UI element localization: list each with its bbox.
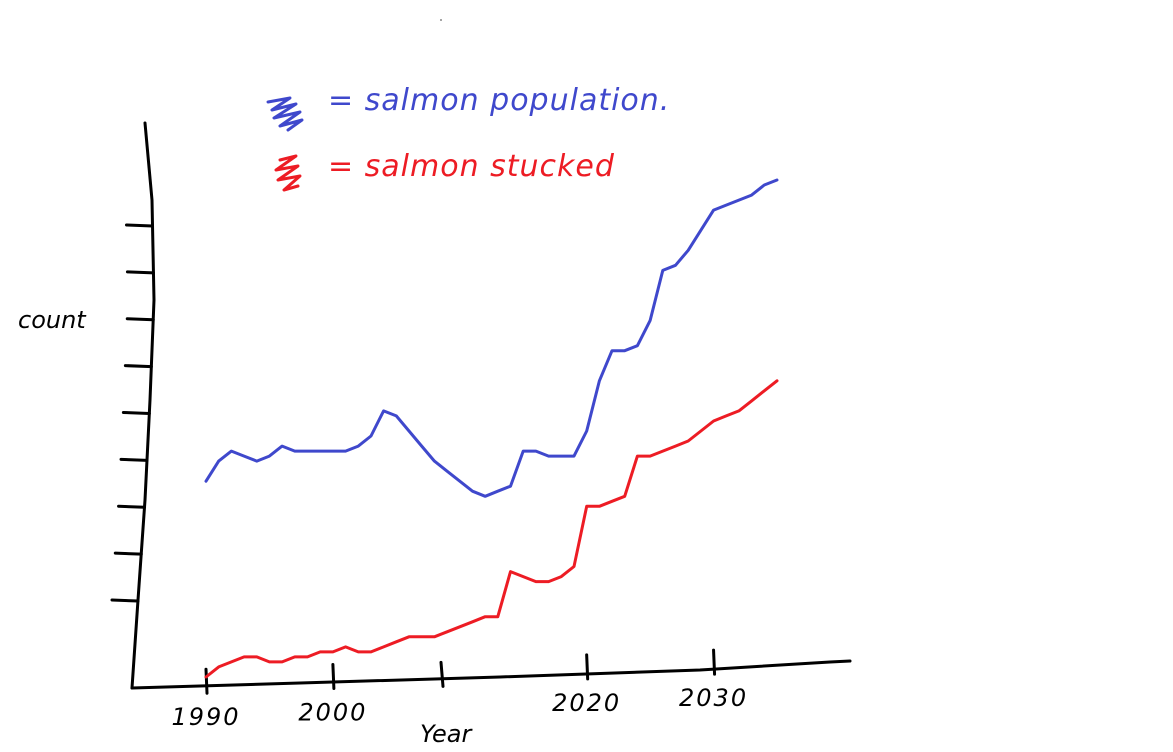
y-axis xyxy=(130,121,156,690)
x-tick-1990 xyxy=(204,667,209,695)
y-tick-3 xyxy=(125,317,155,322)
legend-swatch-population xyxy=(266,96,304,132)
legend-swatch-stocked xyxy=(274,154,302,192)
stray-dot xyxy=(440,19,442,21)
x-tick-2000 xyxy=(331,662,336,690)
series-group xyxy=(204,178,779,679)
y-tick-6 xyxy=(119,457,149,462)
x-tick-unlabeled xyxy=(439,660,445,688)
x-tick-2030 xyxy=(712,648,717,676)
x-tick-label-2030: 2030 xyxy=(679,684,748,712)
y-ticks xyxy=(110,223,155,603)
legend-label-stocked: = salmon stucked xyxy=(328,149,615,184)
x-tick-2020 xyxy=(585,653,590,681)
y-tick-1 xyxy=(125,223,154,228)
legend: = salmon population. = salmon stucked xyxy=(266,83,670,192)
y-tick-7 xyxy=(117,504,147,509)
x-tick-label-2000: 2000 xyxy=(298,698,367,726)
y-tick-2 xyxy=(125,270,155,275)
series-line-salmon-stocked xyxy=(204,379,779,679)
y-tick-8 xyxy=(113,551,143,556)
x-axis-label: Year xyxy=(420,720,473,748)
legend-label-population: = salmon population. xyxy=(328,83,670,118)
x-axis xyxy=(130,659,852,690)
y-tick-9 xyxy=(110,598,140,603)
y-axis-label: count xyxy=(18,306,87,334)
x-tick-label-1990: 1990 xyxy=(171,703,240,731)
y-tick-5 xyxy=(121,411,151,415)
axes: 1990 2000 2020 2030 xyxy=(110,121,852,731)
x-tick-label-2020: 2020 xyxy=(552,689,621,717)
series-line-salmon-population xyxy=(204,178,779,498)
x-ticks: 1990 2000 2020 2030 xyxy=(171,648,748,731)
y-tick-4 xyxy=(123,364,153,369)
